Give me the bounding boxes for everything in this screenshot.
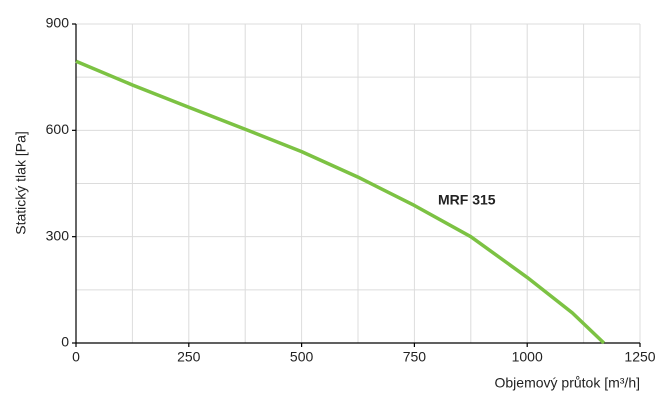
annotation: MRF 315: [438, 192, 496, 208]
x-tick-label: 250: [177, 349, 201, 365]
x-axis-label: Objemový průtok [m³/h]: [495, 375, 641, 391]
x-tick-label: 0: [72, 349, 80, 365]
x-tick-label: 1000: [512, 349, 543, 365]
y-axis-label: Statický tlak [Pa]: [13, 131, 29, 234]
x-tick-label: 750: [403, 349, 427, 365]
x-tick-label: 1250: [624, 349, 655, 365]
x-tick-label: 500: [290, 349, 314, 365]
y-tick-label: 900: [46, 15, 70, 31]
y-tick-label: 0: [61, 334, 69, 350]
line-series: [75, 59, 606, 345]
y-tick-label: 600: [46, 121, 70, 137]
y-tick-label: 300: [46, 227, 70, 243]
